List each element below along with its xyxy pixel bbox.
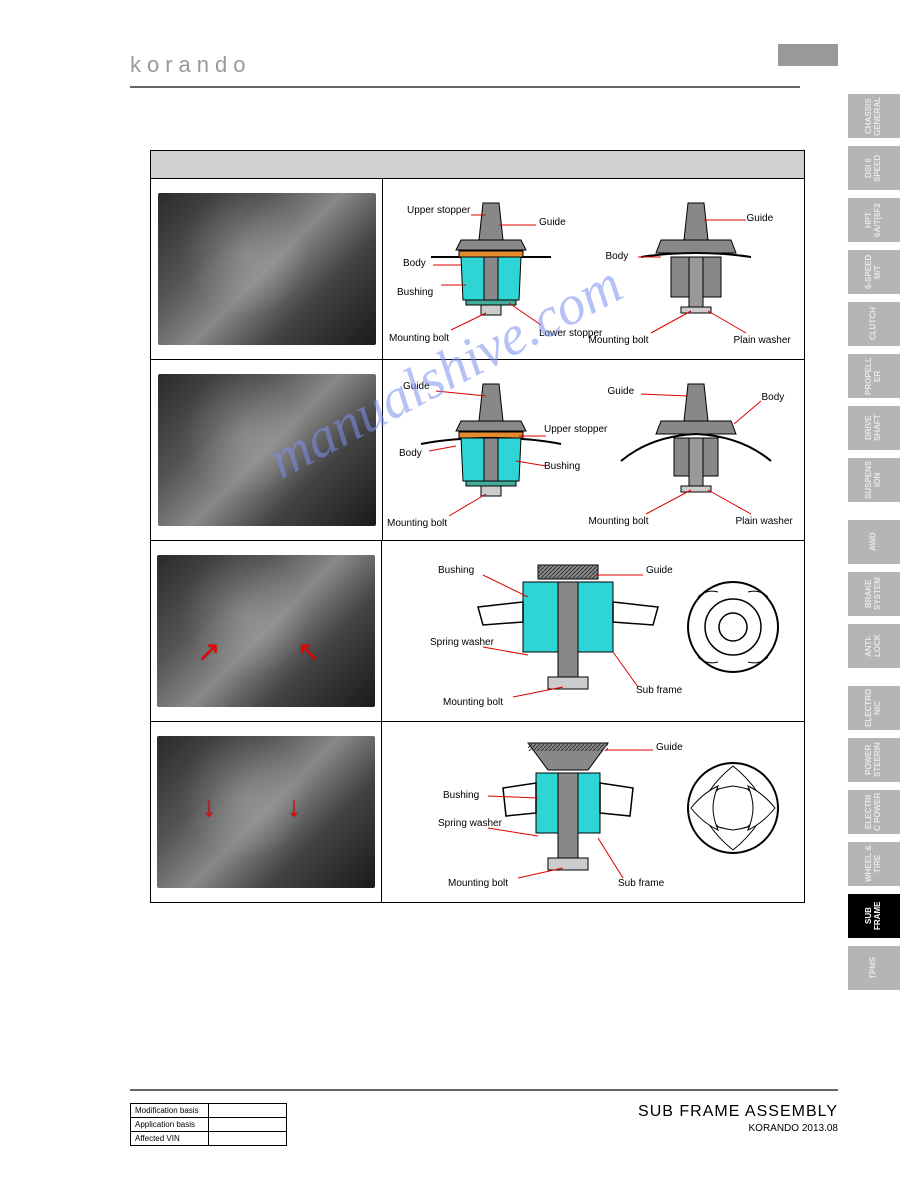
- arrow-icon: ↗: [197, 635, 220, 668]
- component-photo: [158, 193, 376, 345]
- page-footer: Modification basis Application basis Aff…: [130, 1089, 838, 1146]
- tab-suspension[interactable]: SUSPENS ION: [848, 458, 900, 502]
- table-row: ↗ ↖: [151, 541, 804, 722]
- assembly-table: Upper stopper Guide Body Bushing Mountin…: [150, 150, 805, 903]
- label-guide: Guide: [656, 742, 683, 753]
- label-body: Body: [399, 448, 422, 459]
- label-spring-washer: Spring washer: [430, 637, 480, 648]
- table-row: Guide Upper stopper Body Bushing Mountin…: [151, 360, 804, 541]
- meta-label: Application basis: [131, 1118, 209, 1132]
- label-mounting-bolt: Mounting bolt: [589, 335, 649, 346]
- label-lower-stopper: Lower stopper: [539, 328, 589, 339]
- label-mounting-bolt: Mounting bolt: [448, 878, 508, 889]
- label-body: Body: [403, 258, 426, 269]
- label-guide: Guide: [747, 213, 774, 224]
- main-content: Upper stopper Guide Body Bushing Mountin…: [150, 150, 805, 903]
- diagram-subframe-section: Guide Bushing Spring washer Mounting bol…: [388, 728, 798, 896]
- tab-chassis-general[interactable]: CHASSIS GENERAL: [848, 94, 900, 138]
- diagram-washer-section: Guide Body Mounting bolt Plain washer: [594, 366, 799, 534]
- label-mounting-bolt: Mounting bolt: [443, 697, 503, 708]
- label-body: Body: [762, 392, 785, 403]
- tab-propeller[interactable]: PROPELL ER: [848, 354, 900, 398]
- label-plain-washer: Plain washer: [736, 516, 793, 527]
- label-guide: Guide: [608, 386, 635, 397]
- label-bushing: Bushing: [438, 565, 474, 576]
- label-bushing: Bushing: [544, 461, 580, 472]
- diagram-subframe-section: Bushing Guide Spring washer Mounting bol…: [388, 547, 798, 715]
- section-tabs-sidebar: CHASSIS GENERAL DSI 6 SPEED HPT 6A/T(6F2…: [848, 94, 900, 998]
- metadata-table: Modification basis Application basis Aff…: [130, 1103, 287, 1146]
- meta-label: Affected VIN: [131, 1132, 209, 1146]
- photo-cell: ↗ ↖: [151, 541, 382, 721]
- tab-anti-lock[interactable]: ANTI-LOCK: [848, 624, 900, 668]
- arrow-icon: ↖: [297, 635, 320, 668]
- table-row: ↓ ↓: [151, 722, 804, 902]
- table-row: Upper stopper Guide Body Bushing Mountin…: [151, 179, 804, 360]
- component-photo: ↗ ↖: [157, 555, 375, 707]
- meta-value: [209, 1118, 287, 1132]
- tab-tpms[interactable]: TPMS: [848, 946, 900, 990]
- tab-sub-frame[interactable]: SUB FRAME: [848, 894, 900, 938]
- tab-electric-power[interactable]: ELECTRI C POWER: [848, 790, 900, 834]
- label-guide: Guide: [403, 381, 430, 392]
- label-plain-washer: Plain washer: [734, 335, 791, 346]
- tab-electronic[interactable]: ELECTRO NIC: [848, 686, 900, 730]
- label-guide: Guide: [646, 565, 673, 576]
- label-mounting-bolt: Mounting bolt: [387, 518, 447, 529]
- brand-logo: korando: [130, 52, 838, 78]
- label-guide: Guide: [539, 217, 566, 228]
- label-upper-stopper: Upper stopper: [544, 424, 589, 435]
- footer-rule: [130, 1089, 838, 1091]
- header-accent-box: [778, 44, 838, 66]
- tab-drive-shaft[interactable]: DRIVE SHAFT: [848, 406, 900, 450]
- photo-cell: ↓ ↓: [151, 722, 382, 902]
- diagram-bushing-section: Upper stopper Guide Body Bushing Mountin…: [389, 185, 594, 353]
- diagram-bushing-section: Guide Upper stopper Body Bushing Mountin…: [389, 366, 594, 534]
- meta-value: [209, 1132, 287, 1146]
- page-header: korando: [130, 52, 838, 88]
- label-sub-frame: Sub frame: [636, 685, 682, 696]
- footer-subtitle: KORANDO 2013.08: [638, 1123, 838, 1134]
- component-photo: [158, 374, 376, 526]
- photo-cell: [151, 360, 383, 540]
- label-mounting-bolt: Mounting bolt: [589, 516, 649, 527]
- arrow-icon: ↓: [202, 791, 216, 823]
- component-photo: ↓ ↓: [157, 736, 375, 888]
- tab-hpt-6at[interactable]: HPT 6A/T(6F2: [848, 198, 900, 242]
- tab-brake-system[interactable]: BRAKE SYSTEM: [848, 572, 900, 616]
- label-bushing: Bushing: [397, 287, 433, 298]
- table-header-row: [151, 151, 804, 179]
- diagram-washer-section: Guide Body Mounting bolt Plain washer: [594, 185, 799, 353]
- tab-dsi6-speed[interactable]: DSI 6 SPEED: [848, 146, 900, 190]
- tab-awd[interactable]: AWD: [848, 520, 900, 564]
- tab-wheel-tire[interactable]: WHEEL & TIRE: [848, 842, 900, 886]
- header-rule: [130, 86, 800, 88]
- tab-clutch[interactable]: CLUTCH: [848, 302, 900, 346]
- arrow-icon: ↓: [287, 791, 301, 823]
- photo-cell: [151, 179, 383, 359]
- footer-title: SUB FRAME ASSEMBLY: [638, 1103, 838, 1121]
- label-bushing: Bushing: [443, 790, 479, 801]
- label-upper-stopper: Upper stopper: [407, 205, 470, 216]
- label-mounting-bolt: Mounting bolt: [389, 333, 449, 344]
- label-body: Body: [606, 251, 629, 262]
- meta-value: [209, 1104, 287, 1118]
- meta-label: Modification basis: [131, 1104, 209, 1118]
- tab-power-steering[interactable]: POWER STEERIN: [848, 738, 900, 782]
- tab-6speed-mt[interactable]: 6-SPEED M/T: [848, 250, 900, 294]
- label-sub-frame: Sub frame: [618, 878, 664, 889]
- label-spring-washer: Spring washer: [438, 818, 488, 829]
